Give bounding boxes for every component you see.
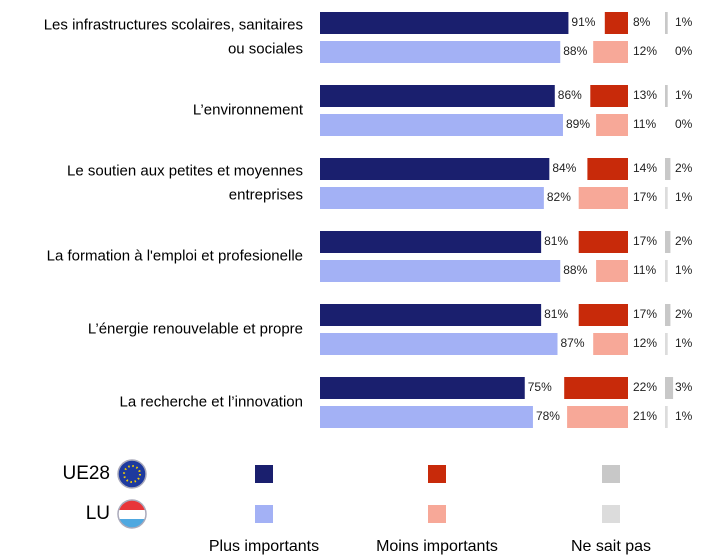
bar-plus bbox=[320, 187, 544, 209]
value-label: 2% bbox=[675, 307, 693, 321]
category-label: Le soutien aux petites et moyennes bbox=[67, 162, 303, 179]
bar-moins bbox=[604, 12, 628, 34]
value-label: 1% bbox=[675, 263, 693, 277]
bar-plus bbox=[320, 406, 533, 428]
value-label: 12% bbox=[633, 336, 657, 350]
value-label: 11% bbox=[633, 263, 656, 277]
value-label: 81% bbox=[544, 234, 568, 248]
bar-plus bbox=[320, 231, 542, 253]
value-label: 1% bbox=[675, 15, 693, 29]
bar-nsp bbox=[665, 85, 668, 107]
bar-plus bbox=[320, 333, 558, 355]
bar-moins bbox=[590, 85, 628, 107]
legend-swatch bbox=[602, 505, 620, 523]
bar-moins bbox=[567, 406, 628, 428]
legend-label: Ne sait pas bbox=[571, 538, 651, 555]
bar-nsp bbox=[665, 333, 668, 355]
value-label: 87% bbox=[561, 336, 585, 350]
category-label: La formation à l'emploi et profesionelle bbox=[47, 247, 303, 264]
value-label: 2% bbox=[675, 161, 693, 175]
value-label: 1% bbox=[675, 88, 693, 102]
value-label: 88% bbox=[563, 44, 587, 58]
bar-plus bbox=[320, 304, 542, 326]
legend-label: Plus importants bbox=[209, 538, 319, 555]
value-label: 91% bbox=[571, 15, 595, 29]
value-label: 17% bbox=[633, 190, 657, 204]
category-label: L’environnement bbox=[193, 101, 304, 118]
legend-swatch bbox=[255, 465, 273, 483]
bar-nsp bbox=[665, 231, 671, 253]
value-label: 86% bbox=[558, 88, 582, 102]
value-label: 3% bbox=[675, 380, 693, 394]
value-label: 17% bbox=[633, 234, 657, 248]
bar-plus bbox=[320, 114, 563, 136]
value-label: 75% bbox=[528, 380, 552, 394]
value-label: 88% bbox=[563, 263, 587, 277]
bar-moins bbox=[593, 41, 628, 63]
value-label: 1% bbox=[675, 190, 693, 204]
value-label: 22% bbox=[633, 380, 657, 394]
value-label: 8% bbox=[633, 15, 651, 29]
bar-nsp bbox=[665, 377, 674, 399]
value-label: 84% bbox=[552, 161, 576, 175]
legend-group: LU bbox=[86, 503, 110, 524]
bar-plus bbox=[320, 41, 561, 63]
bar-nsp bbox=[665, 12, 668, 34]
bar-moins bbox=[578, 304, 628, 326]
lu-flag bbox=[117, 499, 147, 529]
value-label: 78% bbox=[536, 409, 560, 423]
value-label: 1% bbox=[675, 336, 693, 350]
bar-nsp bbox=[665, 158, 671, 180]
value-label: 0% bbox=[675, 44, 693, 58]
value-label: 89% bbox=[566, 117, 590, 131]
bar-moins bbox=[564, 377, 628, 399]
category-label: entreprises bbox=[229, 186, 303, 203]
value-label: 12% bbox=[633, 44, 657, 58]
bar-nsp bbox=[665, 260, 668, 282]
eu-flag bbox=[117, 459, 147, 489]
value-label: 81% bbox=[544, 307, 568, 321]
value-label: 82% bbox=[547, 190, 571, 204]
legend-swatch bbox=[255, 505, 273, 523]
value-label: 2% bbox=[675, 234, 693, 248]
bar-nsp bbox=[665, 304, 671, 326]
legend-swatch bbox=[428, 465, 446, 483]
bar-nsp bbox=[665, 187, 668, 209]
category-label: La recherche et l’innovation bbox=[120, 393, 303, 410]
bar-moins bbox=[587, 158, 628, 180]
legend-swatch bbox=[602, 465, 620, 483]
value-label: 11% bbox=[633, 117, 656, 131]
bar-plus bbox=[320, 260, 561, 282]
value-label: 14% bbox=[633, 161, 657, 175]
bar-moins bbox=[578, 231, 628, 253]
bar-moins bbox=[578, 187, 628, 209]
legend-label: Moins importants bbox=[376, 538, 498, 555]
value-label: 17% bbox=[633, 307, 657, 321]
legend-group: UE28 bbox=[62, 463, 110, 484]
legend-swatch bbox=[428, 505, 446, 523]
bar-moins bbox=[596, 260, 628, 282]
bar-plus bbox=[320, 377, 525, 399]
value-label: 13% bbox=[633, 88, 657, 102]
category-label: ou sociales bbox=[228, 40, 303, 57]
bar-moins bbox=[593, 333, 628, 355]
bar-plus bbox=[320, 85, 555, 107]
bar-plus bbox=[320, 158, 550, 180]
category-label: L’énergie renouvelable et propre bbox=[88, 320, 303, 337]
bar-nsp bbox=[665, 406, 668, 428]
bar-moins bbox=[596, 114, 628, 136]
value-label: 1% bbox=[675, 409, 693, 423]
category-label: Les infrastructures scolaires, sanitaire… bbox=[44, 16, 303, 33]
bar-plus bbox=[320, 12, 569, 34]
value-label: 21% bbox=[633, 409, 657, 423]
value-label: 0% bbox=[675, 117, 693, 131]
